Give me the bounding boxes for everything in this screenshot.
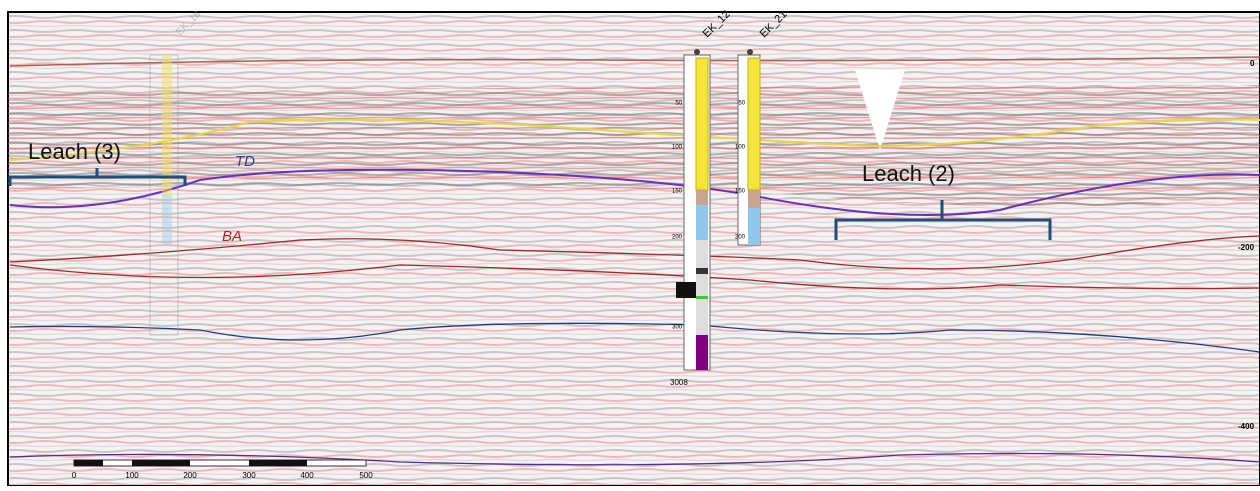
depth-label: 150 — [735, 189, 746, 195]
scale-label: 100 — [125, 471, 139, 480]
strong-reflectors — [8, 85, 1260, 207]
td-horizon — [9, 168, 1260, 216]
depth-label: 50 — [738, 101, 745, 107]
red-horizon — [9, 264, 1260, 290]
blue-horizon — [9, 322, 1260, 353]
data-gap — [855, 70, 905, 150]
depth-label: 100 — [735, 145, 746, 151]
horizon-label: TD — [235, 153, 255, 170]
scale-label: 300 — [242, 471, 256, 480]
bracket — [834, 200, 1052, 240]
depth-label: 200 — [735, 235, 746, 241]
well-bottom: 3008 — [670, 378, 688, 387]
bracket — [8, 168, 187, 186]
scale-label: 500 — [359, 471, 373, 480]
axis-label: -200 — [1238, 243, 1255, 252]
scale-label: 0 — [72, 471, 77, 480]
axis-label: -400 — [1238, 422, 1255, 431]
scale-bar: 0 100 200 300 400 500 — [72, 459, 373, 480]
annotation: Leach (2) — [862, 161, 955, 186]
axis-label: 0 — [1250, 59, 1255, 68]
time-axis: 0 -200 -400 — [1238, 59, 1255, 431]
depth-label: 200 — [672, 235, 683, 241]
depth-label: 150 — [672, 189, 683, 195]
annotation: Leach (3) — [28, 139, 121, 164]
ba-horizon — [9, 235, 1260, 270]
depth-label: 100 — [672, 145, 683, 151]
top-horizon — [9, 56, 1260, 67]
depth-label: 300 — [672, 325, 683, 331]
bottom-horizon — [9, 452, 1260, 466]
scale-label: 200 — [183, 471, 197, 480]
depth-label: 50 — [675, 101, 682, 107]
horizon-label: BA — [222, 228, 242, 245]
scale-label: 400 — [300, 471, 314, 480]
well-ek-21: EK_21 50 100 150 200 — [735, 8, 790, 246]
